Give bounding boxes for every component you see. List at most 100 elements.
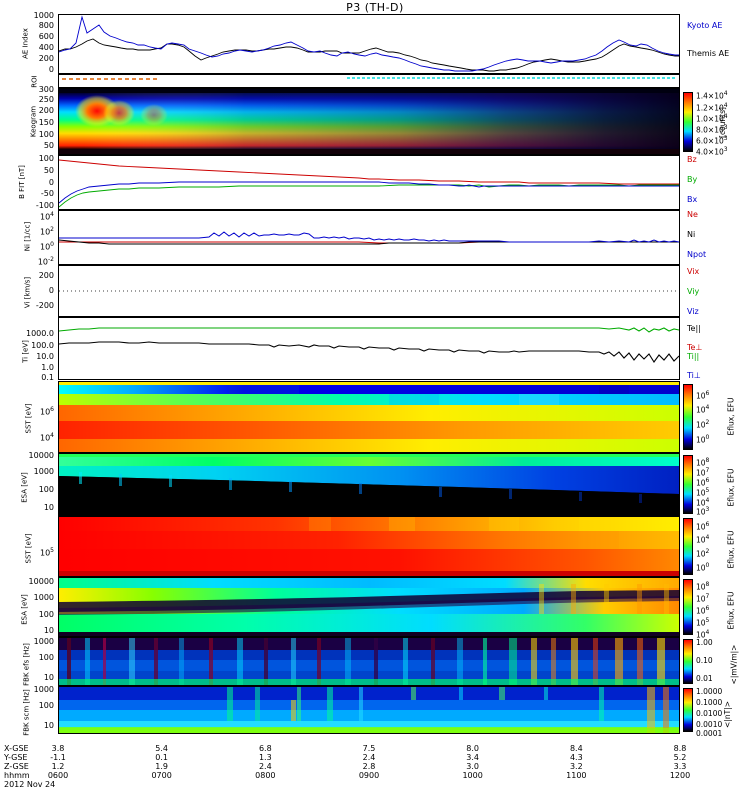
sst-i-cb-title: Eflux, EFU [726, 530, 736, 569]
keogram-cb-label: 1.2×104 [696, 102, 728, 113]
ni-ytick: 10-2 [37, 256, 54, 267]
esa-i-ytick: 10000 [28, 577, 54, 586]
legend-by: By [687, 175, 698, 184]
x-gse-value: 7.5 [362, 744, 376, 753]
bfit-ytick: -50 [40, 189, 54, 198]
legend-ni: Ni [687, 230, 696, 239]
x-gse-value: 8.4 [569, 744, 583, 753]
fbk-e-cb-label: 1.00 [696, 638, 713, 647]
hhmm-value: 0800 [255, 771, 276, 780]
esa-e-ytick: 10000 [28, 451, 54, 460]
axis-row-label-z-gse: Z-GSE [4, 762, 29, 771]
sst-e-ytick: 104 [39, 432, 54, 443]
fbk-b-cb-label: 0.0010 [696, 720, 723, 729]
panel-keogram [58, 88, 680, 155]
axis-row-label-hhmm: hhmm [4, 771, 30, 780]
bfit-ytick: 100 [38, 154, 54, 163]
esa-e-cb-title: Eflux, EFU [726, 468, 736, 507]
hhmm-value: 1200 [669, 771, 691, 780]
legend-ti-par: Ti|| [687, 352, 700, 361]
bfit-traces [59, 159, 679, 208]
esa-e-cb-label: 104 [696, 497, 710, 508]
fbk-e-cb-title: <|mV/m|> [729, 644, 739, 685]
ae-ytick: 600 [38, 32, 54, 41]
y-gse-value: 5.2 [673, 753, 687, 762]
temp-ytick: 0.1 [41, 373, 54, 382]
ae-ytick: 0 [48, 65, 54, 74]
y-gse-value: 1.3 [258, 753, 272, 762]
sst-e-cb-label: 104 [696, 404, 710, 415]
temp-ytick: 10.0 [36, 352, 54, 361]
hhmm-value: 1000 [462, 771, 483, 780]
keogram-image [59, 89, 679, 154]
sst-i-cb-label: 104 [696, 534, 710, 545]
keogram-cb-label: 1.0×104 [696, 113, 728, 124]
bfit-ytick: -100 [35, 201, 54, 210]
esa-ion-colorbar [683, 579, 693, 635]
hhmm-value: 0900 [358, 771, 380, 780]
esa-e-cb-label: 107 [696, 467, 710, 478]
hhmm-value: 0600 [47, 771, 69, 780]
fbk-b-cb-label: 0.0100 [696, 709, 723, 718]
ae-ytick: 400 [38, 43, 54, 52]
sst-e-ytick: 106 [39, 406, 54, 417]
panel-sst-electron [58, 381, 680, 453]
axis-date-label: 2012 Nov 24 [4, 780, 56, 789]
y-gse-value: 0.1 [155, 753, 169, 762]
keogram-cb-label: 8.0×103 [696, 124, 728, 135]
hhmm-value: 1100 [566, 771, 587, 780]
keogram-cb-label: 6.0×103 [696, 135, 728, 146]
esa-i-cb-title: Eflux, EFU [726, 591, 736, 630]
fbk-e-ytick: 1000 [33, 637, 54, 646]
sst-ion-colorbar [683, 518, 693, 575]
x-gse-value: 3.8 [51, 744, 65, 753]
ae-index-traces [59, 15, 679, 72]
sst-i-cb-label: 102 [696, 548, 710, 559]
fbk-e-ytick: 10 [43, 673, 54, 682]
legend-ne: Ne [687, 210, 698, 219]
esa-i-cb-label: 107 [696, 593, 710, 604]
z-gse-value: 3.2 [569, 762, 583, 771]
axis-row-label-y-gse: Y-GSE [4, 753, 28, 762]
fbk-e-cb-label: 0.01 [696, 674, 713, 683]
esa-i-ytick: 100 [38, 610, 54, 619]
ni-traces [59, 231, 679, 245]
panel-fbk-efield-ylabel: FBK efs [Hz] [22, 643, 31, 686]
z-gse-value: 2.4 [258, 762, 272, 771]
keogram-cb-title: [counts] [717, 107, 727, 138]
z-gse-value: 1.2 [51, 762, 65, 771]
fbk-b-cb-title: <|nT|> [722, 701, 732, 728]
fbk-b-cb-label: 0.1000 [696, 698, 723, 707]
x-gse-value: 8.0 [466, 744, 480, 753]
legend-viz: Viz [687, 307, 699, 316]
legend-te-perp: Te⊥ [687, 343, 703, 352]
esa-i-cb-label: 105 [696, 617, 710, 628]
keogram-ytick: 100 [38, 130, 54, 139]
sst-e-cb-label: 106 [696, 390, 710, 401]
sst-i-cb-label: 106 [696, 521, 710, 532]
temperature-traces [59, 327, 679, 363]
fbk-b-cb-label: 1.0000 [696, 687, 723, 696]
sst-ion-spectrogram [59, 517, 679, 576]
temp-ytick: 1000.0 [26, 329, 54, 338]
panel-esa-ion [58, 577, 680, 637]
fbk-e-ytick: 100 [38, 653, 54, 662]
fbk-bfield-colorbar [683, 688, 693, 732]
esa-e-ytick: 10 [43, 503, 54, 512]
legend-themis-ae: Themis AE [687, 49, 730, 58]
z-gse-value: 3.0 [466, 762, 480, 771]
ae-ytick: 200 [38, 54, 54, 63]
esa-e-cb-label: 103 [696, 506, 710, 517]
fbk-b-ytick: 100 [38, 701, 54, 710]
legend-npot: Npot [687, 250, 707, 259]
keogram-cb-label: 4.0×103 [696, 146, 728, 157]
esa-i-cb-label: 108 [696, 581, 710, 592]
esa-e-ytick: 1000 [33, 467, 54, 476]
fbk-b-cb-label: 0.0001 [696, 729, 723, 738]
keogram-ytick: 200 [38, 106, 54, 115]
sst-electron-spectrogram [59, 382, 679, 452]
bfit-ytick: 50 [43, 166, 54, 175]
legend-kyoto-ae: Kyoto AE [687, 21, 723, 30]
vi-traces [59, 290, 679, 292]
panel-fbk-efield [58, 637, 680, 686]
